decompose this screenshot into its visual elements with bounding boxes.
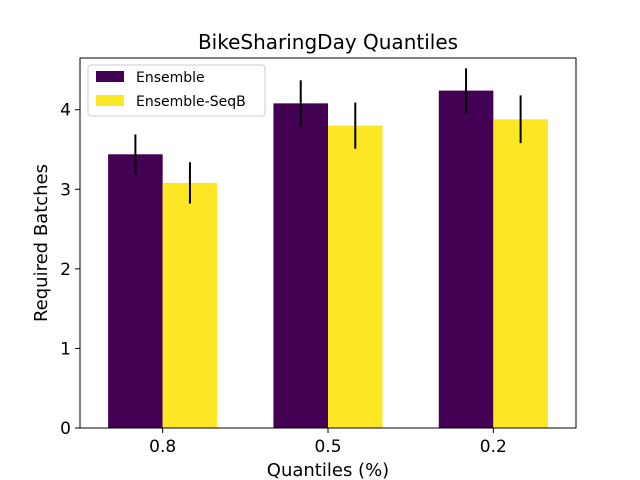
y-tick-label: 0 [60, 419, 71, 439]
y-axis: 0 1 2 3 4 [60, 101, 80, 439]
x-tick-label: 0.5 [314, 437, 341, 457]
y-tick-label: 3 [60, 180, 71, 200]
legend-label-ensemble-seqb: Ensemble-SeqB [136, 94, 246, 110]
legend-label-ensemble: Ensemble [136, 70, 205, 86]
bars-layer [108, 90, 548, 429]
x-axis-label: Quantiles (%) [267, 460, 389, 480]
bar-ensemble-1 [273, 103, 328, 429]
bar-ensemble-seqb-2 [493, 119, 548, 429]
legend-swatch-ensemble [96, 71, 124, 82]
bar-ensemble-2 [438, 90, 494, 428]
error-bars-layer [134, 68, 522, 204]
legend: Ensemble Ensemble-SeqB [87, 64, 266, 117]
x-tick-label: 0.8 [149, 437, 176, 457]
legend-swatch-ensemble-seqb [96, 95, 124, 106]
legend-box [87, 64, 266, 117]
bar-ensemble-seqb-1 [328, 125, 383, 429]
y-tick-label: 2 [60, 260, 71, 280]
y-axis-label: Required Batches [31, 164, 52, 322]
x-axis: 0.8 0.5 0.2 [149, 428, 507, 457]
bar-ensemble-seqb-0 [162, 182, 218, 428]
y-tick-label: 1 [60, 339, 71, 359]
bar-ensemble-0 [108, 154, 163, 428]
y-tick-label: 4 [60, 101, 71, 121]
chart-title: BikeSharingDay Quantiles [198, 30, 458, 54]
x-tick-label: 0.2 [480, 437, 507, 457]
